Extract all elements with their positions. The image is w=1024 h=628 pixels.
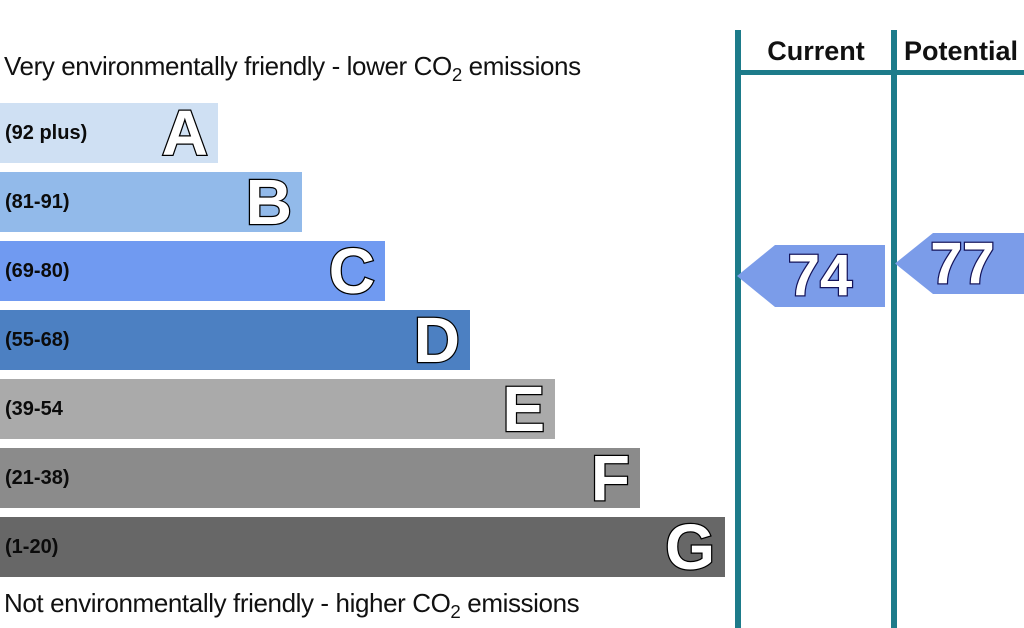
band-e: (39-54 E xyxy=(0,373,555,445)
band-g: (1-20) G xyxy=(0,511,725,583)
header-underline xyxy=(735,70,1024,75)
bottom-annotation-text: Not environmentally friendly - higher CO xyxy=(4,588,451,618)
band-g-letter: G xyxy=(664,511,716,583)
band-c-letter: C xyxy=(328,235,377,307)
potential-rating-arrow: 77 xyxy=(895,233,1024,294)
top-annotation: Very environmentally friendly - lower CO… xyxy=(4,51,581,86)
band-f-range-label: (21-38) xyxy=(5,466,70,489)
bottom-annotation-suffix: emissions xyxy=(460,588,580,618)
band-c-range-label: (69-80) xyxy=(5,259,70,282)
bottom-annotation: Not environmentally friendly - higher CO… xyxy=(4,588,580,623)
band-g-range-label: (1-20) xyxy=(5,535,59,558)
band-b: (81-91) B xyxy=(0,166,302,238)
band-c: (69-80) C xyxy=(0,235,385,307)
current-column-header: Current xyxy=(767,36,865,66)
potential-column-header: Potential xyxy=(904,36,1019,66)
band-f-letter: F xyxy=(590,442,632,514)
current-rating-arrow: 74 xyxy=(737,245,885,307)
current-column-divider xyxy=(735,30,741,628)
band-d-letter: D xyxy=(413,304,462,376)
co2-subscript: 2 xyxy=(451,64,462,86)
band-d: (55-68) D xyxy=(0,304,470,376)
band-e-range-label: (39-54 xyxy=(5,397,63,420)
band-a-letter: A xyxy=(161,97,210,169)
band-b-letter: B xyxy=(245,166,294,238)
band-f: (21-38) F xyxy=(0,442,640,514)
current-rating-value: 74 xyxy=(786,243,853,308)
band-a-range-label: (92 plus) xyxy=(5,121,88,144)
potential-rating-value: 77 xyxy=(929,230,996,296)
band-b-range-label: (81-91) xyxy=(5,190,70,213)
top-annotation-suffix: emissions xyxy=(461,51,581,81)
band-a: (92 plus) A xyxy=(0,97,218,169)
potential-column-divider xyxy=(891,30,897,628)
band-e-letter: E xyxy=(501,373,546,445)
top-annotation-text: Very environmentally friendly - lower CO xyxy=(4,51,452,81)
co2-subscript: 2 xyxy=(450,601,461,623)
band-d-range-label: (55-68) xyxy=(5,328,70,351)
